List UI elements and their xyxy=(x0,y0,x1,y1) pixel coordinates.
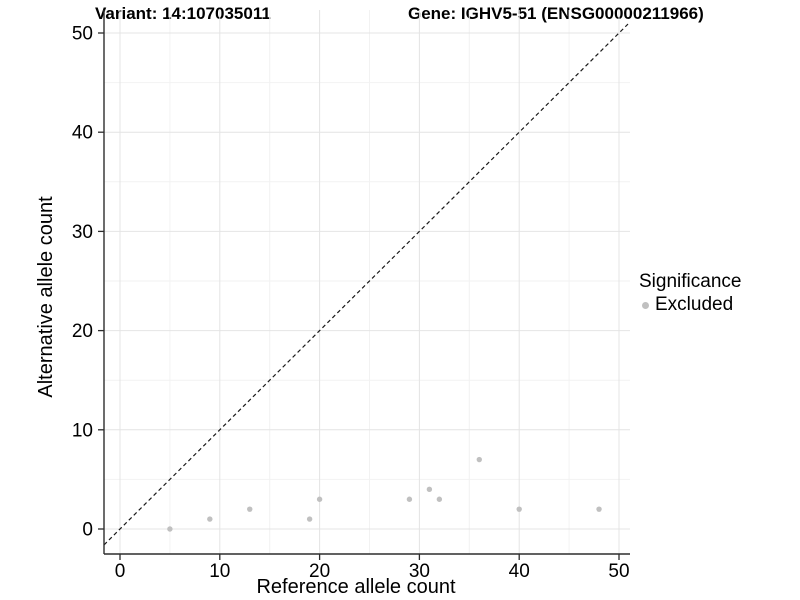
variant-title: Variant: 14:107035011 xyxy=(95,4,271,23)
x-tick-label: 10 xyxy=(209,561,230,582)
y-tick-label: 20 xyxy=(72,321,93,342)
gene-title: Gene: IGHV5-51 (ENSG00000211966) xyxy=(408,4,704,23)
data-point xyxy=(306,516,313,522)
data-point xyxy=(207,516,213,522)
legend: Significance Excluded xyxy=(639,270,741,316)
y-tick-label: 10 xyxy=(72,420,93,441)
data-point xyxy=(247,506,253,512)
legend-item-excluded: Excluded xyxy=(639,294,741,316)
x-axis-title: Reference allele count xyxy=(256,576,455,598)
data-point xyxy=(476,456,482,463)
x-tick-label: 20 xyxy=(309,561,330,582)
y-tick-label: 50 xyxy=(72,24,93,45)
x-tick-label: 30 xyxy=(409,561,430,582)
identity-reference-line xyxy=(103,23,629,546)
data-point xyxy=(436,496,443,502)
legend-item-label: Excluded xyxy=(655,294,734,315)
data-point xyxy=(516,506,522,512)
legend-title: Significance xyxy=(639,271,742,292)
data-point xyxy=(596,506,602,512)
y-tick-label: 0 xyxy=(82,520,93,541)
x-tick-label: 40 xyxy=(509,561,530,582)
data-point xyxy=(316,496,323,502)
y-tick-label: 30 xyxy=(72,222,93,243)
y-tick-label: 40 xyxy=(72,123,93,144)
data-point xyxy=(406,496,413,502)
data-point xyxy=(167,526,173,532)
y-axis-title: Alternative allele count xyxy=(35,196,57,398)
data-point xyxy=(426,486,433,493)
x-tick-label: 0 xyxy=(115,561,126,582)
x-tick-label: 50 xyxy=(608,561,629,582)
excluded-point-icon xyxy=(642,301,649,309)
